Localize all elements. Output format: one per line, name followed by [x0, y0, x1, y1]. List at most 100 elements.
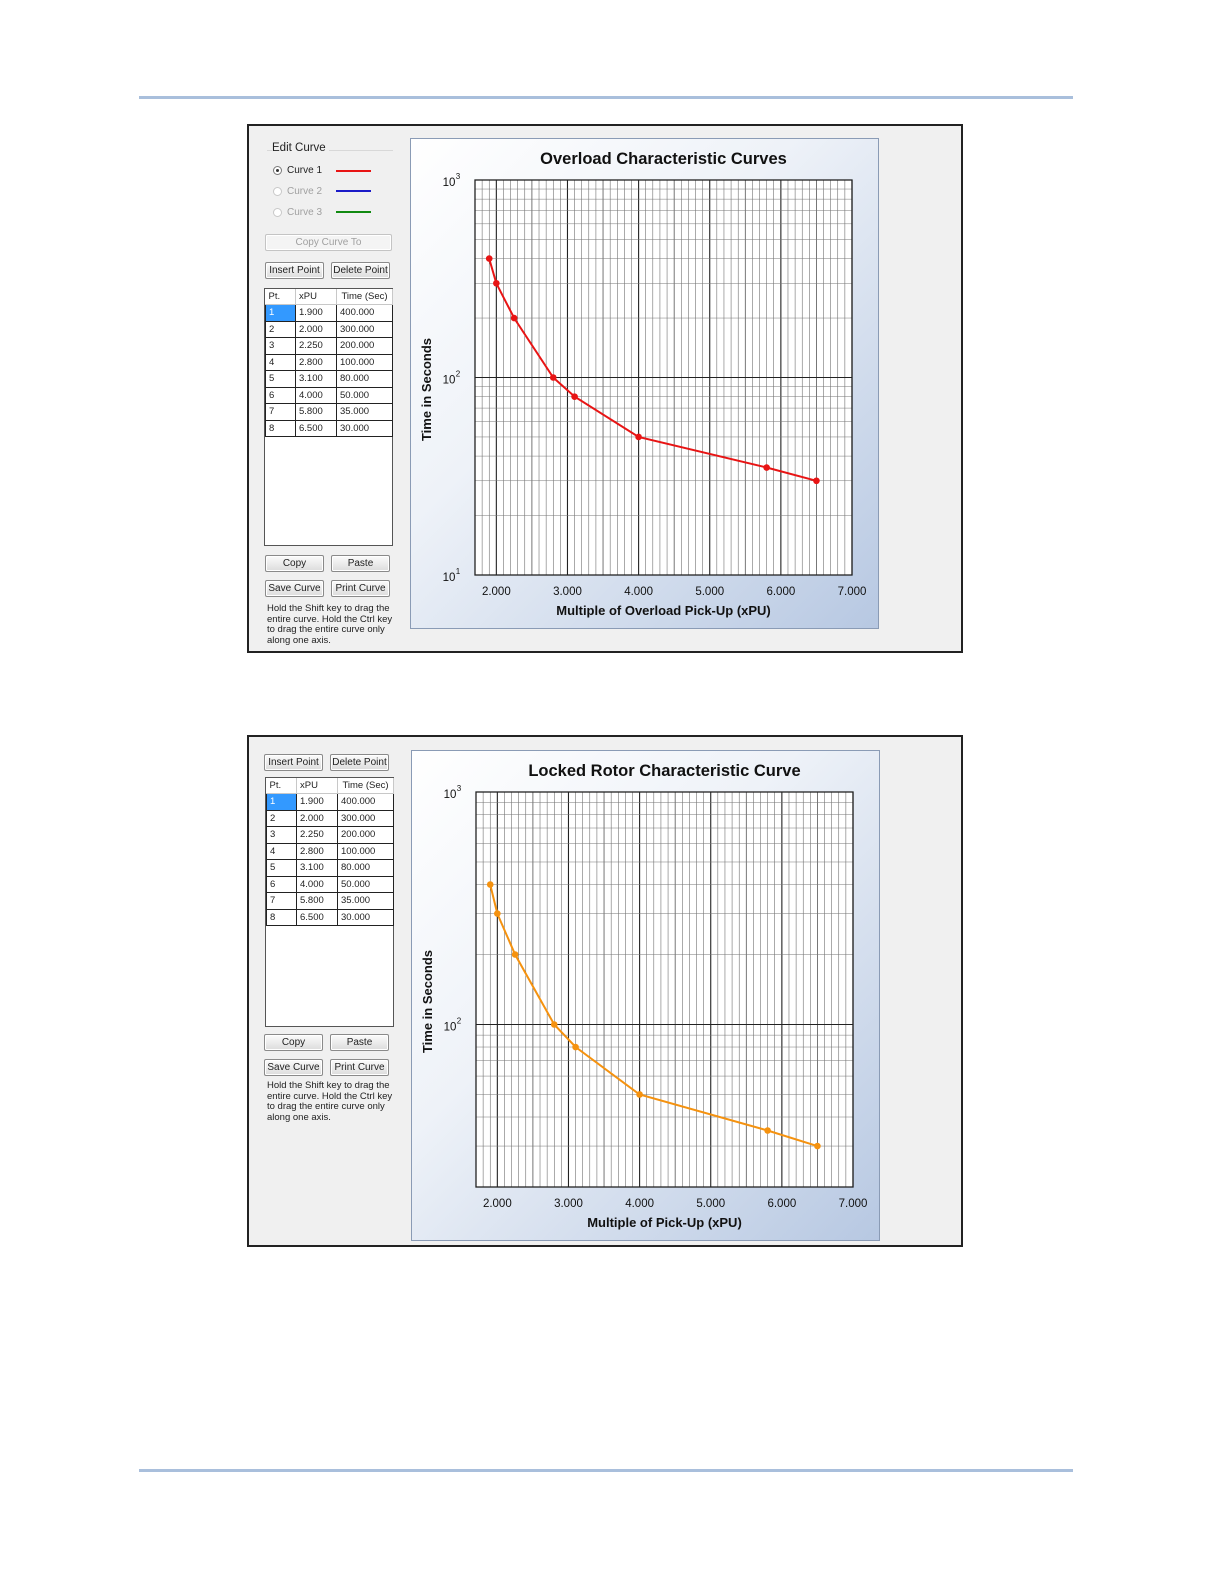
table-row[interactable]: 2 2.000 300.000: [265, 320, 393, 338]
y-tick-label: 10: [443, 375, 456, 387]
cell-xpu[interactable]: 5.800: [295, 403, 337, 421]
curve-2-radio[interactable]: Curve 2: [273, 186, 322, 197]
curve-points-table[interactable]: Pt. xPU Time (Sec) 1 1.900 400.000 2 2.000 30…: [266, 778, 394, 926]
cell-pt[interactable]: 5: [265, 370, 296, 388]
cell-pt[interactable]: 2: [265, 320, 296, 338]
cell-time[interactable]: 400.000: [336, 304, 393, 322]
table-row[interactable]: 8 6.500 30.000: [265, 419, 393, 437]
cell-pt[interactable]: 1: [266, 793, 297, 811]
print-curve-button[interactable]: Print Curve: [331, 580, 390, 597]
cell-time[interactable]: 50.000: [336, 386, 393, 404]
table-row[interactable]: 7 5.800 35.000: [265, 403, 393, 421]
cell-xpu[interactable]: 5.800: [296, 892, 338, 910]
curve-points-table-box[interactable]: Pt. xPU Time (Sec) 1 1.900 400.000 2 2.000 30…: [265, 777, 394, 1027]
copy-button[interactable]: Copy: [264, 1034, 323, 1051]
curve-2-swatch: [336, 190, 371, 192]
table-row[interactable]: 1 1.900 400.000: [265, 304, 393, 322]
curve-3-radio[interactable]: Curve 3: [273, 207, 322, 218]
cell-xpu[interactable]: 2.800: [295, 353, 337, 371]
cell-xpu[interactable]: 4.000: [296, 875, 338, 893]
y-axis-label: Time in Seconds: [420, 950, 435, 1053]
curve-points-table-box[interactable]: Pt. xPU Time (Sec) 1 1.900 400.000 2 2.000 30…: [264, 288, 393, 546]
cell-pt[interactable]: 3: [266, 826, 297, 844]
save-curve-button[interactable]: Save Curve: [265, 580, 324, 597]
table-row[interactable]: 2 2.000 300.000: [266, 809, 394, 827]
x-tick-label: 5.000: [695, 586, 724, 598]
table-row[interactable]: 4 2.800 100.000: [266, 842, 394, 860]
print-curve-button[interactable]: Print Curve: [330, 1059, 389, 1076]
table-row[interactable]: 5 3.100 80.000: [265, 370, 393, 388]
insert-point-button[interactable]: Insert Point: [265, 262, 324, 279]
copy-curve-to-button[interactable]: Copy Curve To: [265, 234, 392, 251]
table-row[interactable]: 3 2.250 200.000: [265, 337, 393, 355]
cell-xpu[interactable]: 4.000: [295, 386, 337, 404]
paste-button[interactable]: Paste: [330, 1034, 389, 1051]
table-row[interactable]: 3 2.250 200.000: [266, 826, 394, 844]
cell-pt[interactable]: 8: [266, 908, 297, 926]
cell-xpu[interactable]: 2.000: [296, 809, 338, 827]
cell-time[interactable]: 35.000: [337, 892, 394, 910]
cell-time[interactable]: 100.000: [337, 842, 394, 860]
cell-xpu[interactable]: 1.900: [295, 304, 337, 322]
cell-time[interactable]: 80.000: [336, 370, 393, 388]
table-row[interactable]: 4 2.800 100.000: [265, 353, 393, 371]
cell-time[interactable]: 200.000: [336, 337, 393, 355]
cell-pt[interactable]: 6: [265, 386, 296, 404]
overload-chart[interactable]: Overload Characteristic Curves Multiple o…: [410, 138, 879, 629]
col-header-time[interactable]: Time (Sec): [337, 778, 394, 794]
locked-rotor-chart-svg[interactable]: Locked Rotor Characteristic Curve Multipl…: [412, 751, 879, 1240]
copy-button[interactable]: Copy: [265, 555, 324, 572]
cell-time[interactable]: 100.000: [336, 353, 393, 371]
cell-time[interactable]: 300.000: [336, 320, 393, 338]
edit-curve-label: Edit Curve: [272, 142, 329, 154]
col-header-time[interactable]: Time (Sec): [336, 289, 393, 305]
cell-pt[interactable]: 7: [265, 403, 296, 421]
col-header-pt[interactable]: Pt.: [265, 289, 296, 305]
table-row[interactable]: 1 1.900 400.000: [266, 793, 394, 811]
cell-xpu[interactable]: 2.250: [296, 826, 338, 844]
delete-point-button[interactable]: Delete Point: [330, 754, 389, 771]
cell-time[interactable]: 300.000: [337, 809, 394, 827]
table-row[interactable]: 7 5.800 35.000: [266, 892, 394, 910]
cell-pt[interactable]: 5: [266, 859, 297, 877]
cell-pt[interactable]: 8: [265, 419, 296, 437]
cell-xpu[interactable]: 6.500: [295, 419, 337, 437]
table-row[interactable]: 6 4.000 50.000: [265, 386, 393, 404]
cell-pt[interactable]: 7: [266, 892, 297, 910]
curve-points-table[interactable]: Pt. xPU Time (Sec) 1 1.900 400.000 2 2.000 30…: [265, 289, 393, 437]
cell-pt[interactable]: 4: [265, 353, 296, 371]
cell-pt[interactable]: 4: [266, 842, 297, 860]
delete-point-button[interactable]: Delete Point: [331, 262, 390, 279]
save-curve-button[interactable]: Save Curve: [264, 1059, 323, 1076]
overload-chart-svg[interactable]: Overload Characteristic Curves Multiple o…: [411, 139, 878, 628]
cell-xpu[interactable]: 2.000: [295, 320, 337, 338]
cell-time[interactable]: 30.000: [337, 908, 394, 926]
cell-time[interactable]: 35.000: [336, 403, 393, 421]
cell-xpu[interactable]: 2.250: [295, 337, 337, 355]
cell-xpu[interactable]: 1.900: [296, 793, 338, 811]
data-point: [571, 393, 578, 400]
cell-xpu[interactable]: 3.100: [295, 370, 337, 388]
cell-time[interactable]: 200.000: [337, 826, 394, 844]
cell-pt[interactable]: 3: [265, 337, 296, 355]
cell-xpu[interactable]: 6.500: [296, 908, 338, 926]
cell-pt[interactable]: 2: [266, 809, 297, 827]
cell-pt[interactable]: 6: [266, 875, 297, 893]
table-row[interactable]: 6 4.000 50.000: [266, 875, 394, 893]
paste-button[interactable]: Paste: [331, 555, 390, 572]
cell-xpu[interactable]: 3.100: [296, 859, 338, 877]
cell-time[interactable]: 50.000: [337, 875, 394, 893]
insert-point-button[interactable]: Insert Point: [264, 754, 323, 771]
curve-1-radio[interactable]: Curve 1: [273, 165, 322, 176]
col-header-xpu[interactable]: xPU: [295, 289, 337, 305]
table-row[interactable]: 8 6.500 30.000: [266, 908, 394, 926]
cell-time[interactable]: 400.000: [337, 793, 394, 811]
cell-time[interactable]: 30.000: [336, 419, 393, 437]
locked-rotor-chart[interactable]: Locked Rotor Characteristic Curve Multipl…: [411, 750, 880, 1241]
col-header-xpu[interactable]: xPU: [296, 778, 338, 794]
cell-xpu[interactable]: 2.800: [296, 842, 338, 860]
table-row[interactable]: 5 3.100 80.000: [266, 859, 394, 877]
cell-time[interactable]: 80.000: [337, 859, 394, 877]
cell-pt[interactable]: 1: [265, 304, 296, 322]
col-header-pt[interactable]: Pt.: [266, 778, 297, 794]
